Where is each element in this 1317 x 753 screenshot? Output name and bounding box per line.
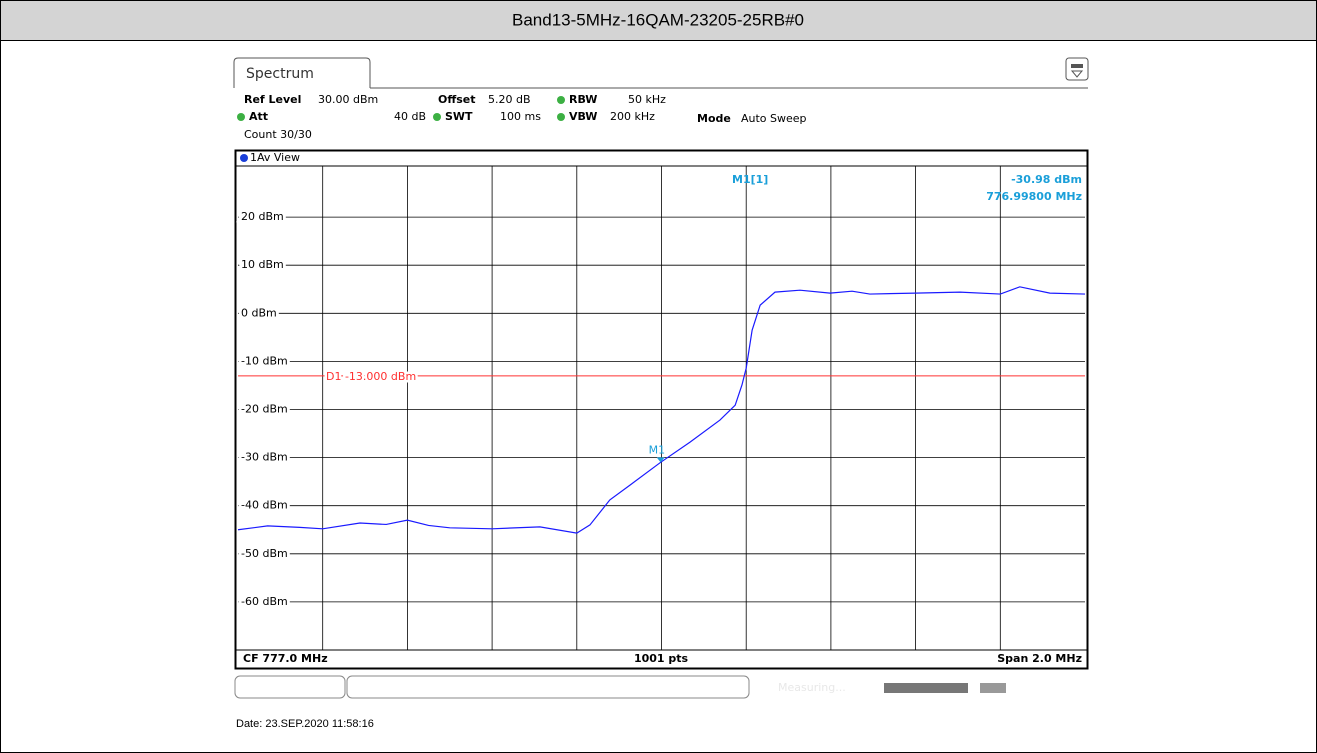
y-tick-label: -10 dBm bbox=[241, 354, 288, 367]
trace bbox=[237, 286, 1086, 534]
y-tick-label: 20 dBm bbox=[241, 210, 284, 223]
status-text: Measuring... bbox=[778, 681, 846, 694]
y-tick-label: 10 dBm bbox=[241, 258, 284, 271]
plot: 20 dBm 10 dBm 0 dBm -10 dBm -20 dBm -30 dBm -4… bbox=[237, 166, 1086, 650]
setting-label: Offset bbox=[438, 93, 476, 106]
sweep-count: Count 30/30 bbox=[244, 128, 312, 141]
setting-label: Ref Level bbox=[244, 93, 301, 106]
setting-label: VBW bbox=[569, 110, 597, 123]
trace-indicator bbox=[240, 154, 248, 162]
status-dot bbox=[433, 113, 441, 121]
setting-value: 50 kHz bbox=[628, 93, 666, 106]
menu-button[interactable] bbox=[1065, 57, 1089, 81]
setting-value: 5.20 dB bbox=[488, 93, 531, 106]
status-dot bbox=[557, 113, 565, 121]
setting-label: Att bbox=[249, 110, 268, 123]
status-dot bbox=[237, 113, 245, 121]
marker-level: -30.98 dBm bbox=[1011, 173, 1082, 186]
y-tick-label: -40 dBm bbox=[241, 499, 288, 512]
span: Span 2.0 MHz bbox=[997, 652, 1082, 665]
status-field[interactable] bbox=[234, 675, 346, 699]
view-label: 1Av View bbox=[250, 151, 300, 164]
setting-value: 40 dB bbox=[394, 110, 426, 123]
status-dot bbox=[557, 96, 565, 104]
marker-label: M1 bbox=[649, 443, 666, 456]
status-icon bbox=[980, 683, 1006, 693]
y-tick-label: -50 dBm bbox=[241, 547, 288, 560]
y-tick-label: 0 dBm bbox=[241, 306, 277, 319]
center-frequency: CF 777.0 MHz bbox=[243, 652, 328, 665]
setting-value: 30.00 dBm bbox=[318, 93, 378, 106]
setting-label: Mode bbox=[697, 112, 731, 125]
marker-readout: M1[1] bbox=[732, 173, 768, 186]
display-line-label: D1 -13.000 dBm bbox=[326, 370, 416, 383]
status-field[interactable] bbox=[346, 675, 750, 699]
setting-value: 100 ms bbox=[500, 110, 541, 123]
setting-label: RBW bbox=[569, 93, 597, 106]
setting-label: SWT bbox=[445, 110, 473, 123]
sweep-points: 1001 pts bbox=[634, 652, 689, 665]
marker-frequency: 776.99800 MHz bbox=[986, 190, 1082, 203]
tab-label[interactable]: Spectrum bbox=[246, 66, 314, 82]
tab[interactable] bbox=[233, 57, 371, 88]
y-tick-label: -60 dBm bbox=[241, 595, 288, 608]
page-title: Band13-5MHz-16QAM-23205-25RB#0 bbox=[512, 10, 804, 29]
y-tick-label: -20 dBm bbox=[241, 403, 288, 416]
setting-value: 200 kHz bbox=[610, 110, 655, 123]
marker bbox=[656, 457, 665, 463]
title-bar bbox=[0, 0, 1317, 41]
menu-icon bbox=[1070, 70, 1084, 78]
setting-value: Auto Sweep bbox=[741, 112, 807, 125]
date: Date: 23.SEP.2020 11:58:16 bbox=[236, 718, 374, 730]
y-tick-label: -30 dBm bbox=[241, 451, 288, 464]
menu-icon bbox=[1071, 64, 1083, 68]
progress-bar bbox=[884, 683, 968, 693]
